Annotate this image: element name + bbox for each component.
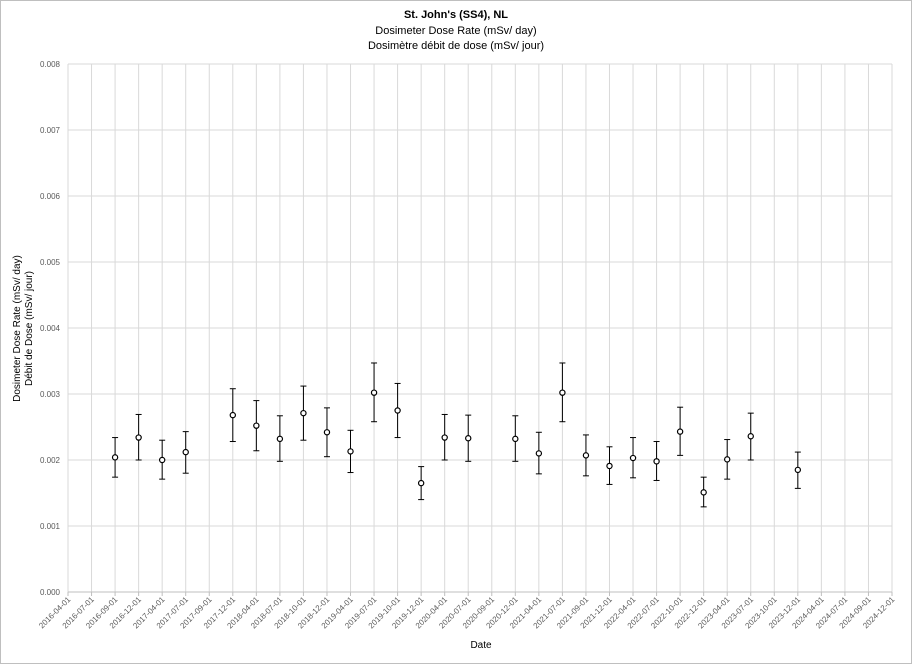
y-tick-label: 0.004	[40, 324, 61, 333]
data-point	[512, 415, 519, 462]
marker	[276, 435, 284, 443]
data-point	[111, 437, 119, 478]
grid-layer	[67, 63, 893, 596]
data-point	[629, 437, 637, 479]
data-point	[747, 412, 754, 461]
marker	[441, 434, 448, 441]
marker	[512, 435, 519, 443]
y-tick-label: 0.008	[40, 60, 61, 69]
data-series	[111, 362, 802, 508]
data-point	[700, 476, 707, 508]
marker	[606, 462, 613, 470]
marker	[700, 489, 707, 496]
data-point	[535, 431, 543, 475]
y-tick-labels: 0.000 0.001 0.002 0.003 0.004 0.005 0.006 0.007…	[40, 60, 61, 597]
data-point	[724, 439, 731, 480]
data-point	[182, 431, 189, 474]
data-point	[135, 413, 142, 461]
marker	[370, 389, 378, 396]
marker	[582, 452, 590, 459]
data-point	[441, 413, 448, 461]
data-point	[676, 406, 684, 456]
marker	[676, 428, 684, 435]
chart-subtitle-french: Dosimètre débit de dose (mSv/ jour)	[367, 40, 545, 52]
data-point	[370, 362, 378, 423]
y-axis-title: Dosimeter Dose Rate (mSv/ day) Débit de …	[0, 0, 60, 664]
marker	[182, 448, 189, 456]
marker	[535, 450, 543, 457]
data-point	[394, 382, 401, 439]
marker	[300, 409, 307, 417]
marker	[135, 434, 142, 441]
marker	[347, 448, 354, 455]
chart-subtitle-english: Dosimeter Dose Rate (mSv/ day)	[375, 25, 537, 37]
y-tick-label: 0.007	[40, 126, 61, 135]
data-point	[582, 434, 590, 477]
data-point	[158, 439, 166, 480]
y-tick-label: 0.001	[40, 522, 61, 531]
data-point	[794, 451, 802, 489]
marker	[253, 422, 260, 429]
marker	[653, 458, 660, 465]
x-tick-labels: 2016-04-012016-07-012016-09-012016-12-01…	[37, 595, 897, 631]
data-point	[606, 446, 613, 485]
data-point	[323, 407, 331, 458]
y-axis-label-english: Dosimeter Dose Rate (mSv/ day)	[11, 254, 23, 402]
marker	[229, 411, 236, 419]
chart-title: St. John's (SS4), NL	[403, 9, 509, 21]
y-tick-label: 0.002	[40, 456, 61, 465]
data-point	[276, 415, 284, 462]
marker	[394, 407, 401, 414]
marker	[794, 466, 802, 474]
data-point	[347, 429, 354, 474]
marker	[417, 479, 425, 487]
data-point	[253, 400, 260, 452]
marker	[747, 433, 754, 440]
data-point	[417, 466, 425, 501]
data-point	[465, 414, 472, 462]
x-axis-label: Date	[470, 640, 492, 651]
marker	[629, 454, 637, 462]
y-tick-label: 0.000	[40, 588, 61, 597]
data-point	[300, 385, 307, 441]
data-point	[559, 362, 566, 423]
y-tick-label: 0.005	[40, 258, 61, 267]
data-point	[229, 388, 236, 443]
y-axis-label-french: Débit de Dose (mSv/ jour)	[24, 270, 36, 386]
marker	[465, 435, 472, 442]
marker	[158, 456, 166, 464]
data-point	[653, 441, 660, 481]
y-tick-label: 0.006	[40, 192, 61, 201]
marker	[559, 389, 566, 396]
y-tick-label: 0.003	[40, 390, 61, 399]
marker	[323, 429, 331, 436]
marker	[111, 454, 119, 461]
marker	[724, 456, 731, 463]
